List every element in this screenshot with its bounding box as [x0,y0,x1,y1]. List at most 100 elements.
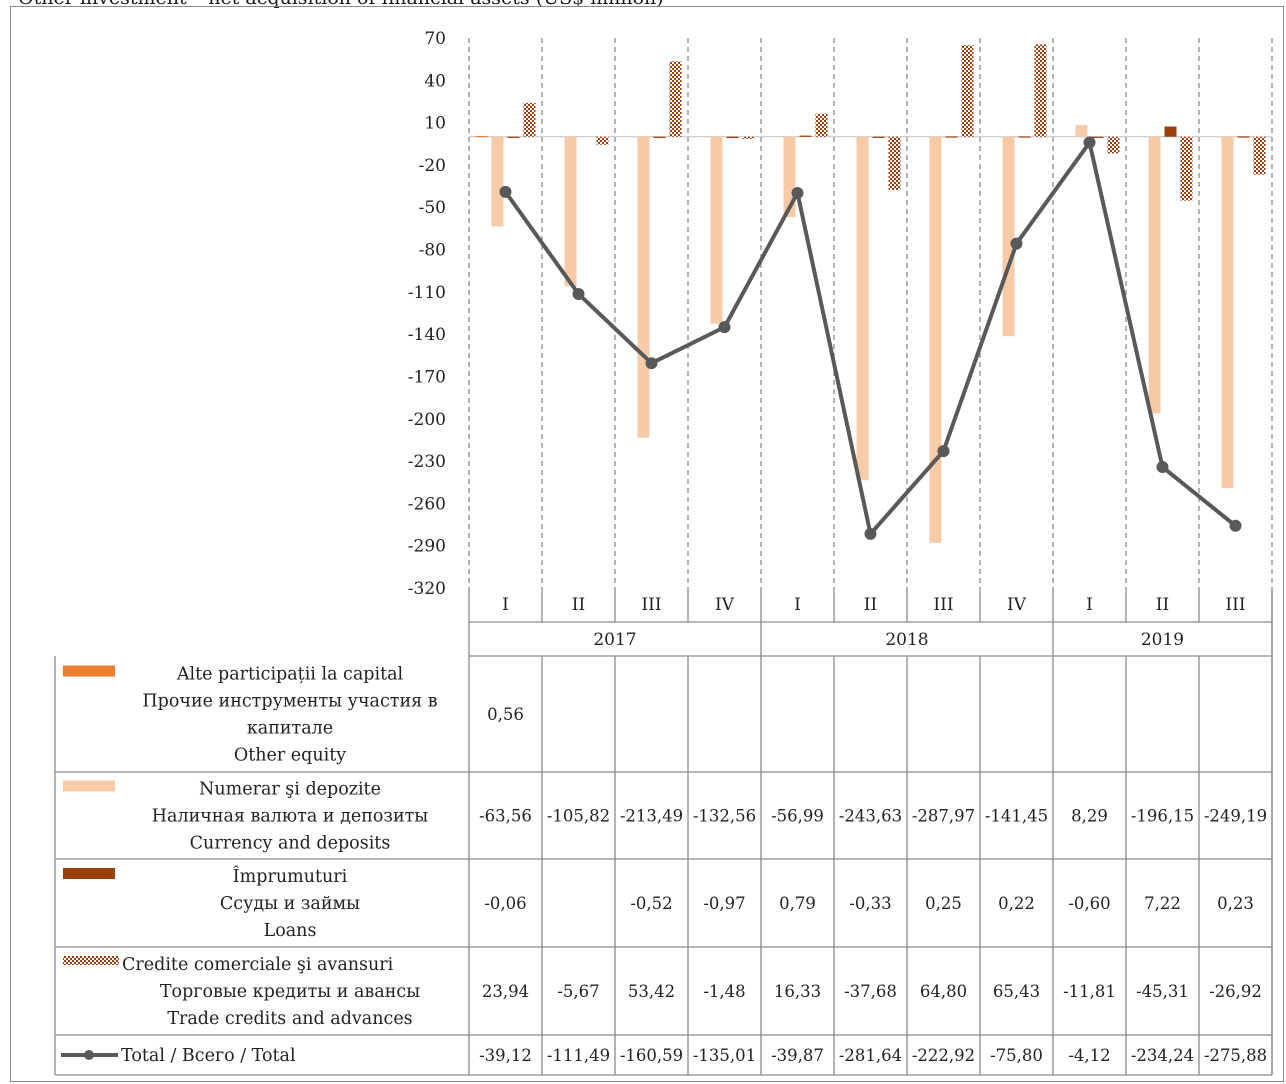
value-label: -0,06 [484,894,526,913]
quarter-label: III [641,595,661,615]
bar-currency [1075,125,1088,137]
total-marker [937,445,950,458]
bar-trade [815,113,828,137]
bar-loans [1091,136,1104,138]
y-tick-label: -290 [408,537,446,557]
value-label: -5,67 [557,982,599,1001]
value-label: 0,79 [779,894,816,913]
value-label: -39,12 [479,1046,532,1065]
value-label: 16,33 [774,982,821,1001]
value-label: 64,80 [920,982,967,1001]
value-label: -11,81 [1063,982,1116,1001]
total-marker [1229,519,1242,532]
bar-trade [742,136,755,139]
value-label: 53,42 [628,982,675,1001]
legend-label-other_equity: Alte participații la capital [176,665,404,685]
value-label: -105,82 [547,807,610,826]
bar-loans [872,136,885,138]
quarter-label: III [933,595,953,615]
value-label: -4,12 [1068,1046,1110,1065]
bar-loans [653,136,666,138]
total-marker [499,185,512,198]
total-marker [791,186,804,199]
value-label: 65,43 [993,982,1040,1001]
value-label: -0,52 [630,894,672,913]
bar-trade [1180,136,1193,201]
total-marker [1010,237,1023,250]
bar-other_equity [475,135,488,138]
y-tick-label: -230 [408,452,446,472]
legend-label-trade: Credite comerciale şi avansuri [122,955,394,975]
value-label: 0,23 [1217,894,1254,913]
value-label: -213,49 [620,807,683,826]
value-label: -281,64 [839,1046,902,1065]
value-label: -160,59 [620,1046,683,1065]
value-label: -196,15 [1131,807,1194,826]
value-label: -1,48 [703,982,745,1001]
value-label: -63,56 [479,807,532,826]
value-label: -132,56 [693,807,756,826]
year-label: 2017 [593,630,636,650]
bar-currency [1148,136,1161,414]
year-label: 2018 [885,630,928,650]
quarter-label: II [864,595,877,615]
value-label: 0,56 [487,705,524,724]
value-label: -37,68 [844,982,897,1001]
y-tick-label: -320 [408,579,446,599]
bar-loans [1164,126,1177,137]
y-tick-label: -20 [419,156,446,176]
value-label: -222,92 [912,1046,975,1065]
quarter-label: I [1086,595,1093,615]
bar-trade [888,136,901,190]
legend-label-trade: Торговые кредиты и авансы [160,982,420,1002]
bar-currency [710,136,723,324]
legend-label-total: Total / Всего / Total [121,1046,296,1066]
total-marker [572,287,585,300]
bar-trade [1107,136,1120,154]
legend-label-trade: Trade credits and advances [167,1009,412,1029]
value-label: 7,22 [1144,894,1181,913]
value-label: -141,45 [985,807,1048,826]
y-tick-label: -200 [408,410,446,430]
quarter-label: II [572,595,585,615]
value-label: -135,01 [693,1046,756,1065]
bar-currency [564,136,577,286]
bar-trade [1034,44,1047,137]
legend-swatch-trade [63,956,119,965]
legend-label-loans: Loans [264,921,317,941]
y-tick-label: -140 [408,325,446,345]
legend-swatch-other_equity [63,665,115,677]
value-label: -56,99 [771,807,824,826]
bar-loans [945,136,958,138]
chart-title: Other investment – net acquisition of fi… [18,0,664,9]
value-label: 0,22 [998,894,1035,913]
legend-label-other_equity: Other equity [234,746,346,766]
bar-currency [637,136,650,438]
total-marker [645,357,658,370]
legend-label-currency: Наличная валюта и депозиты [152,807,429,827]
y-tick-label: -170 [408,367,446,387]
quarter-label: IV [715,595,735,615]
value-label: -275,88 [1204,1046,1267,1065]
legend-label-loans: Împrumuturi [233,866,348,887]
year-label: 2019 [1141,630,1184,650]
bar-loans [1237,136,1250,138]
bar-currency [856,136,869,481]
chart-frame [10,6,1284,1082]
y-tick-label: 70 [424,29,446,49]
value-label: -287,97 [912,807,975,826]
value-label: 8,29 [1071,807,1108,826]
total-marker [864,527,877,540]
value-label: -45,31 [1136,982,1189,1001]
quarter-label: III [1225,595,1245,615]
quarter-label: II [1156,595,1169,615]
quarter-label: IV [1007,595,1027,615]
legend-marker-total [84,1050,94,1060]
value-label: -0,33 [849,894,891,913]
quarter-label: I [794,595,801,615]
bar-loans [1018,136,1031,138]
y-tick-label: -80 [419,241,446,261]
bar-loans [507,136,520,138]
quarter-label: I [502,595,509,615]
